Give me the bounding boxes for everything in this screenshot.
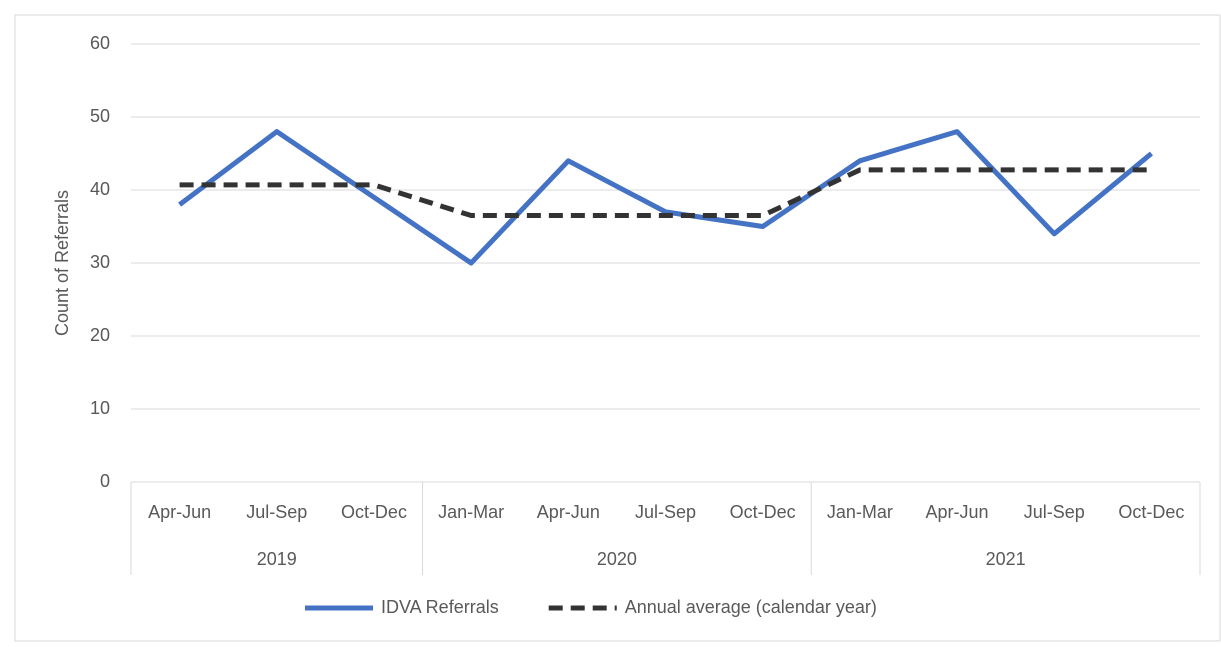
x-tick-label: Jan-Mar bbox=[827, 502, 893, 522]
x-tick-label: Oct-Dec bbox=[341, 502, 407, 522]
y-axis-title: Count of Referrals bbox=[52, 190, 72, 336]
x-tick-label: Oct-Dec bbox=[730, 502, 796, 522]
x-tick-label: Apr-Jun bbox=[537, 502, 600, 522]
x-group-label: 2021 bbox=[986, 549, 1026, 569]
x-tick-label: Jul-Sep bbox=[1024, 502, 1085, 522]
legend-label: IDVA Referrals bbox=[381, 597, 499, 617]
legend-label: Annual average (calendar year) bbox=[625, 597, 877, 617]
x-tick-label: Apr-Jun bbox=[148, 502, 211, 522]
y-tick-label: 60 bbox=[90, 33, 110, 53]
y-tick-label: 50 bbox=[90, 106, 110, 126]
x-group-label: 2020 bbox=[597, 549, 637, 569]
y-tick-label: 0 bbox=[100, 471, 110, 491]
x-tick-label: Jul-Sep bbox=[246, 502, 307, 522]
x-tick-label: Oct-Dec bbox=[1118, 502, 1184, 522]
y-tick-label: 30 bbox=[90, 252, 110, 272]
x-group-label: 2019 bbox=[257, 549, 297, 569]
y-tick-label: 20 bbox=[90, 325, 110, 345]
chart-frame bbox=[14, 14, 1221, 642]
x-tick-label: Jul-Sep bbox=[635, 502, 696, 522]
x-tick-label: Jan-Mar bbox=[438, 502, 504, 522]
y-tick-label: 40 bbox=[90, 179, 110, 199]
series-line bbox=[178, 129, 1154, 266]
y-tick-label: 10 bbox=[90, 398, 110, 418]
x-tick-label: Apr-Jun bbox=[926, 502, 989, 522]
series-line bbox=[179, 167, 1152, 219]
